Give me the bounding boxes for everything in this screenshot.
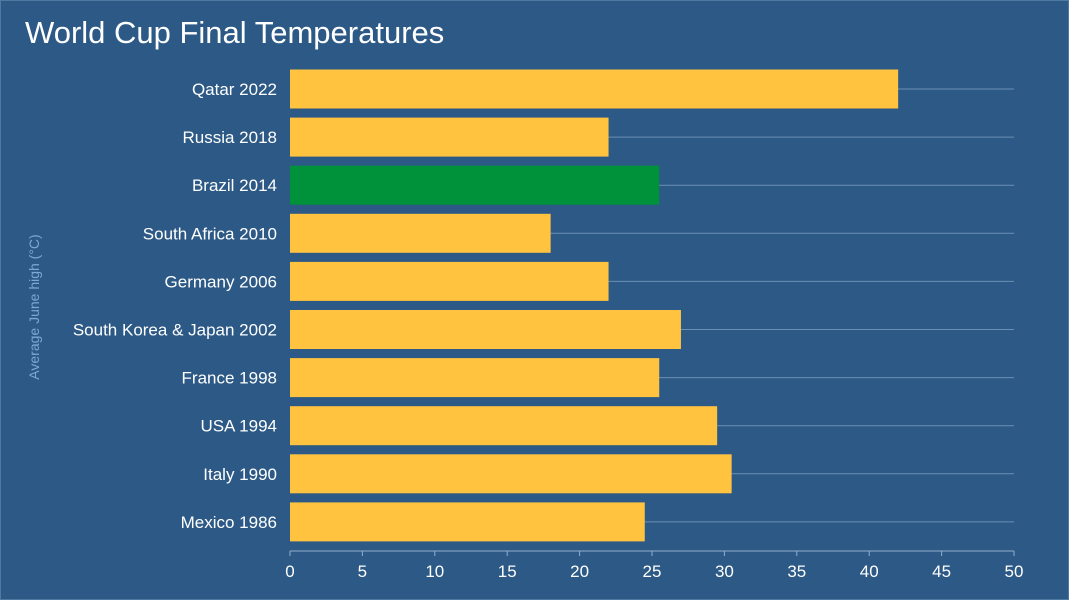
x-tick-label: 15 [498,562,517,581]
x-tick-label: 30 [715,562,734,581]
chart-title: World Cup Final Temperatures [25,15,445,50]
bar [290,406,718,446]
bar [290,117,609,157]
x-tick-label: 0 [285,562,294,581]
category-label: France 1998 [182,369,277,388]
x-tick-label: 50 [1005,562,1024,581]
bar [290,502,645,542]
bar [290,454,732,494]
category-label: Qatar 2022 [192,80,277,99]
bar [290,165,660,205]
bar [290,358,660,398]
category-label: South Korea & Japan 2002 [73,321,277,340]
category-label: Italy 1990 [203,465,277,484]
x-tick-label: 20 [570,562,589,581]
x-tick-label: 45 [932,562,951,581]
category-label: Russia 2018 [182,128,277,147]
x-tick-label: 25 [643,562,662,581]
x-tick-label: 10 [425,562,444,581]
x-tick-label: 35 [787,562,806,581]
bar [290,310,681,349]
x-tick-label: 5 [358,562,367,581]
category-label: Germany 2006 [165,272,277,291]
bar [290,213,551,253]
bar [290,69,899,109]
bar [290,261,609,301]
category-label: Brazil 2014 [192,176,277,195]
category-label: USA 1994 [200,417,277,436]
category-label: Mexico 1986 [181,513,277,532]
category-label: South Africa 2010 [143,224,277,243]
x-tick-label: 40 [860,562,879,581]
